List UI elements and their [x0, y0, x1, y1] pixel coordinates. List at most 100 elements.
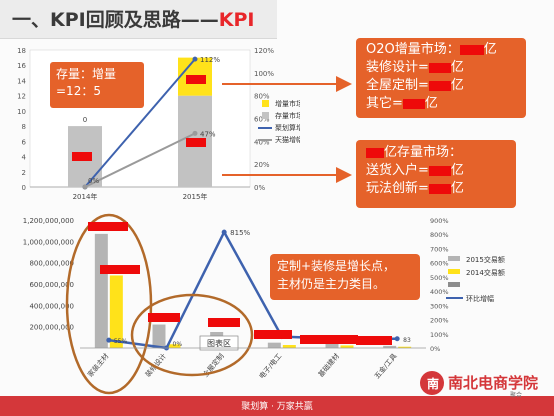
stock-line-1: 亿存量市场： — [366, 144, 506, 162]
chart-area-tooltip — [199, 335, 239, 351]
svg-text:南: 南 — [427, 376, 439, 391]
bar-2014 — [398, 346, 412, 348]
data-label: 112% — [200, 56, 220, 64]
o2o-item-1: 装修设计= 亿 — [366, 59, 516, 77]
y-tick-label: 14 — [17, 77, 26, 85]
redaction-block — [186, 138, 206, 147]
growth-callout: 定制+装修是增长点， 主材仍是主力类目。 — [270, 254, 420, 300]
y2-tick-label: 40% — [254, 138, 270, 146]
line-point — [221, 229, 227, 235]
stock-item-label: 玩法创新= — [366, 181, 429, 196]
bar-2015 — [383, 345, 397, 348]
o2o-callout: O2O增量市场： 亿 装修设计= 亿 全屋定制= 亿 其它= 亿 — [356, 38, 526, 118]
redaction-block — [428, 183, 451, 194]
data-label: 47% — [200, 130, 216, 138]
legend-swatch — [448, 256, 460, 261]
redaction-block — [459, 44, 484, 55]
line-point — [192, 130, 198, 136]
y2-tick-label: 300% — [430, 302, 449, 310]
y2-tick-label: 80% — [254, 93, 270, 101]
y-tick-label: 10 — [17, 108, 26, 116]
data-label: 83 — [403, 337, 411, 344]
y2-tick-label: 900% — [430, 217, 449, 225]
redaction-block — [428, 165, 451, 176]
y2-tick-label: 800% — [430, 231, 449, 239]
y2-tick-label: 0% — [254, 184, 265, 192]
redaction-block — [402, 98, 425, 109]
stock-callout: 亿存量市场： 送货入户= 亿 玩法创新= 亿 — [356, 140, 516, 208]
brand-logo: 南 南北电商学院 聚合 — [418, 368, 552, 399]
y2-tick-label: 100% — [430, 331, 449, 339]
y-tick-label: 400,000,000 — [29, 302, 74, 310]
x-tick-label: 装修设计 — [143, 352, 168, 379]
x-tick-label: 基础建材 — [316, 352, 341, 379]
logo-text: 南北电商学院 — [448, 374, 538, 392]
o2o-unit: 亿 — [483, 42, 497, 57]
x-tick-label: 2014年 — [73, 192, 98, 201]
highlight-circle — [65, 213, 153, 395]
chart-area-tooltip-text: 图表区 — [207, 338, 231, 348]
legend-swatch — [448, 269, 460, 274]
x-tick-label: 家装主材 — [85, 352, 110, 379]
x-tick-label: 2015年 — [183, 192, 208, 201]
y2-tick-label: 400% — [430, 288, 449, 296]
legend-swatch — [262, 112, 269, 119]
y-tick-label: 800,000,000 — [29, 260, 74, 268]
stock-item-unit: 亿 — [450, 163, 464, 178]
y-tick-label: 16 — [17, 62, 26, 70]
legend-label: 存量市场 — [275, 111, 300, 120]
y2-tick-label: 100% — [254, 70, 274, 78]
o2o-item-label: 全屋定制= — [366, 78, 429, 93]
legend-label: 2014交易额 — [466, 268, 505, 277]
redaction-block — [208, 318, 240, 327]
y2-tick-label: 700% — [430, 245, 449, 253]
stock-item-unit: 亿 — [450, 181, 464, 196]
line-point — [394, 336, 400, 342]
ratio-line-1: 存量：增量 — [56, 67, 117, 81]
o2o-item-unit: 亿 — [424, 96, 438, 111]
legend-label: 环比增幅 — [466, 294, 494, 303]
redaction-block — [366, 147, 384, 158]
growth-line-2: 主材仍是主力类目。 — [277, 277, 386, 291]
y2-tick-label: 60% — [254, 116, 270, 124]
y2-tick-label: 0% — [430, 345, 440, 353]
o2o-item-label: 其它= — [366, 96, 403, 111]
title-prefix: 一、KPI回顾及思路—— — [12, 9, 219, 31]
y-tick-label: 6 — [22, 138, 27, 146]
y-tick-label: 4 — [22, 154, 27, 162]
x-tick-label: 电子/电工 — [257, 352, 283, 381]
o2o-item-unit: 亿 — [450, 60, 464, 75]
legend-swatch — [262, 100, 269, 107]
legend-label: 聚划算增幅 — [275, 123, 300, 132]
stock-title: 亿存量市场： — [384, 145, 463, 160]
bar-2015 — [94, 233, 108, 348]
y2-tick-label: 120% — [254, 47, 274, 55]
line-point — [106, 337, 112, 343]
redaction-block — [428, 62, 451, 73]
bar-2015 — [152, 324, 166, 348]
o2o-title: O2O增量市场： — [366, 42, 460, 57]
title-bar: 一、KPI回顾及思路——KPI — [0, 0, 277, 39]
highlight-circle — [130, 293, 254, 377]
y2-tick-label: 600% — [430, 260, 449, 268]
growth-line-1: 定制+装修是增长点， — [277, 259, 396, 273]
footer-bar — [0, 396, 554, 416]
y-tick-label: 1,200,000,000 — [23, 217, 74, 225]
bar-2015 — [267, 342, 281, 348]
y-tick-label: 0 — [22, 184, 26, 192]
redaction-block — [148, 313, 180, 322]
data-label: 0% — [88, 177, 99, 185]
legend-label: 增量市场 — [275, 99, 300, 108]
data-label: 0 — [83, 116, 87, 124]
y-tick-label: 8 — [22, 123, 26, 131]
redaction-block — [300, 335, 358, 344]
y2-tick-label: 20% — [254, 161, 270, 169]
redaction-block — [186, 75, 206, 84]
y2-tick-label: 500% — [430, 274, 449, 282]
o2o-item-2: 全屋定制= 亿 — [366, 77, 516, 95]
bottom-chart: -200,000,000400,000,000600,000,000800,00… — [23, 213, 505, 395]
bar-2015 — [325, 343, 339, 348]
redaction-block — [72, 152, 92, 161]
legend-label: 天猫增幅 — [275, 135, 300, 144]
